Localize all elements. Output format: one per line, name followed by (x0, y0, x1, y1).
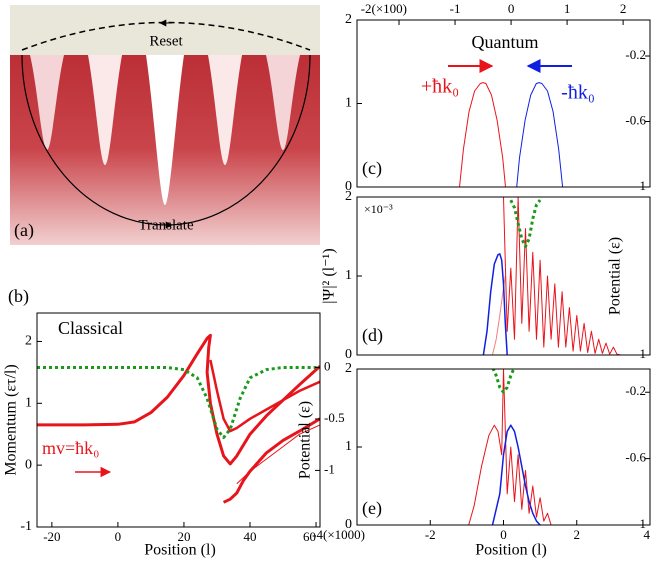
series-line (503, 197, 621, 355)
y2-tick-label: -1 (324, 461, 335, 476)
y-tick-label: 1 (345, 439, 352, 454)
x-tick-label: -2(×100) (361, 1, 407, 16)
x-tick-label: 20 (177, 529, 190, 544)
panel-label: (c) (362, 158, 382, 179)
y-tick-label: 0 (345, 179, 352, 194)
series-line (509, 199, 542, 249)
y2-tick-label: -1 (635, 346, 646, 361)
series-line (491, 424, 541, 525)
y2-tick-label: -1 (635, 516, 646, 531)
series-line (37, 366, 320, 439)
reset-band (10, 5, 320, 55)
x-tick-label: 0 (500, 527, 507, 542)
reset-label: Reset (149, 33, 183, 49)
x-tick-label: -4(×1000) (312, 527, 365, 542)
y-tick-label: 2 (345, 189, 352, 204)
axes-frame (36, 312, 321, 528)
panel-label: (a) (14, 220, 34, 241)
series-line (236, 424, 320, 485)
y-tick-label: 2 (345, 12, 352, 27)
y-tick-label: 1 (345, 268, 352, 283)
x-tick-label: 2 (574, 527, 581, 542)
annotation: -ħk₀ (561, 82, 595, 104)
y2-tick-label: -0.5 (324, 410, 345, 425)
well (146, 55, 184, 205)
well (208, 55, 242, 165)
series-line (491, 369, 516, 394)
y2-tick-label: -0.2 (625, 47, 646, 62)
translate-label: Translate (138, 217, 194, 233)
x-tick-label: 40 (243, 529, 256, 544)
annotation: Classical (58, 318, 123, 338)
y-tick-label: -1 (20, 519, 32, 534)
well (88, 55, 122, 165)
y2-tick-label: -0.2 (625, 383, 646, 398)
x-tick-label: 0 (508, 1, 515, 16)
panel-label: (d) (362, 325, 383, 346)
y-tick-label: 0 (345, 347, 352, 362)
y2-tick-label: 0 (324, 359, 331, 374)
plot-area (468, 369, 552, 525)
plot-area (37, 333, 320, 504)
x-tick-label: 1 (564, 1, 571, 16)
y-tick-label: 0 (345, 517, 352, 532)
series-line (209, 359, 320, 433)
reset-arc (21, 21, 311, 51)
series-line (37, 333, 320, 466)
series-line (459, 82, 506, 187)
x-axis-label: Position (l) (475, 542, 547, 559)
y2-axis-label: Potential (ε) (297, 401, 314, 479)
plot-area (482, 197, 621, 355)
annotation: ×10⁻³ (364, 202, 393, 216)
series-line (516, 82, 564, 187)
panel-label: (b) (8, 286, 29, 307)
y-tick-label: 1 (25, 396, 32, 411)
y-tick-label: 2 (345, 361, 352, 376)
y-tick-label: 2 (25, 334, 32, 349)
well (30, 55, 64, 150)
panel-a: Reset Translate (a) (10, 5, 320, 245)
y-axis-label: |Ψ|² (l⁻¹) (321, 248, 338, 303)
x-tick-label: -1 (450, 1, 461, 16)
y-tick-label: 0 (25, 457, 32, 472)
series-line (468, 369, 552, 525)
x-tick-label: 60 (303, 529, 316, 544)
x-tick-label: -2 (425, 527, 436, 542)
x-axis-label: Position (l) (144, 542, 216, 559)
panel-label: (e) (362, 498, 382, 519)
x-tick-label: 4 (644, 527, 651, 542)
x-tick-label: -20 (43, 529, 60, 544)
annotation: mv=ħk₀ (42, 438, 99, 458)
y2-axis-label: Potential (ε) (607, 237, 624, 315)
series-line (482, 253, 508, 355)
y2-tick-label: -0.6 (625, 112, 646, 127)
plot-area (459, 82, 564, 187)
x-tick-label: 0 (115, 529, 122, 544)
annotation: Quantum (472, 32, 539, 52)
annotation: +ħk₀ (421, 76, 459, 98)
y-tick-label: 1 (345, 96, 352, 111)
x-tick-label: 2 (620, 1, 627, 16)
well (266, 55, 300, 150)
y-axis-label: Momentum (ετ/l) (3, 364, 20, 475)
y2-tick-label: -1 (635, 178, 646, 193)
y2-tick-label: -0.6 (625, 450, 646, 465)
